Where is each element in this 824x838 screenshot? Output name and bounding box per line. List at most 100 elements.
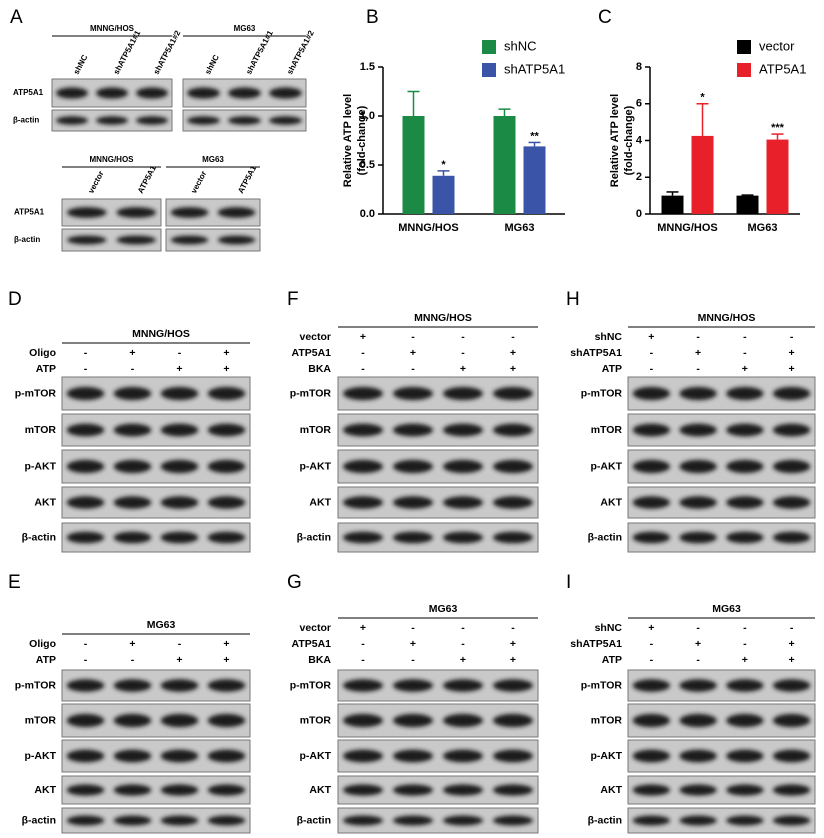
condition-label: ATP	[602, 654, 622, 666]
band	[113, 815, 152, 826]
condition-sign: +	[510, 347, 516, 359]
condition-label: ATP	[36, 654, 56, 666]
condition-sign: -	[84, 654, 88, 666]
condition-label: shATP5A1	[570, 347, 622, 359]
band	[443, 423, 483, 437]
band	[66, 423, 105, 437]
band	[726, 496, 764, 509]
row-label: mTOR	[300, 424, 332, 436]
row-label: β-actin	[588, 814, 622, 826]
band	[493, 713, 533, 728]
y-tick-label: 1.0	[360, 110, 375, 122]
band	[160, 531, 199, 544]
band	[443, 531, 483, 544]
condition-sign: -	[361, 638, 365, 650]
band	[632, 496, 671, 509]
condition-sign: +	[789, 654, 795, 666]
band	[136, 87, 168, 99]
band	[443, 749, 483, 763]
band	[66, 815, 105, 826]
band	[66, 531, 105, 544]
condition-label: shNC	[595, 331, 623, 343]
band	[343, 679, 383, 692]
band	[343, 815, 383, 826]
bar	[402, 116, 425, 214]
band	[679, 531, 717, 544]
band	[160, 784, 199, 796]
band	[393, 459, 433, 474]
band	[726, 386, 764, 401]
condition-sign: -	[650, 347, 654, 359]
row-label: p-AKT	[25, 460, 57, 472]
band	[343, 496, 383, 509]
band	[207, 459, 246, 474]
row-label: β-actin	[297, 814, 331, 826]
group-title: MNNG/HOS	[90, 155, 135, 164]
band	[393, 815, 433, 826]
band	[493, 423, 533, 437]
condition-sign: -	[461, 347, 465, 359]
band	[207, 531, 246, 544]
panel-letter: B	[366, 7, 379, 28]
condition-sign: +	[223, 363, 229, 375]
lane-label: shNC	[203, 53, 221, 76]
condition-label: ATP5A1	[292, 638, 332, 650]
band	[113, 459, 152, 474]
condition-sign: -	[84, 638, 88, 650]
row-label: mTOR	[591, 714, 623, 726]
condition-sign: -	[511, 622, 515, 634]
band	[726, 815, 764, 826]
condition-sign: -	[650, 363, 654, 375]
band	[228, 87, 261, 99]
band	[160, 815, 199, 826]
band	[116, 207, 157, 218]
band	[56, 116, 88, 125]
band	[66, 459, 105, 474]
condition-sign: -	[361, 347, 365, 359]
bar	[523, 146, 546, 214]
band	[772, 496, 811, 509]
condition-sign: -	[696, 622, 700, 634]
band	[443, 496, 483, 509]
band	[493, 784, 533, 796]
band	[772, 531, 811, 544]
band	[443, 784, 483, 796]
band	[393, 713, 433, 728]
row-label: p-mTOR	[290, 387, 332, 399]
lane-label: ATP5A1	[136, 164, 158, 195]
band	[393, 496, 433, 509]
band	[393, 679, 433, 692]
panel-letter: H	[566, 289, 580, 310]
band	[632, 531, 671, 544]
band	[726, 423, 764, 437]
band	[493, 815, 533, 826]
band	[679, 784, 717, 796]
band	[113, 749, 152, 763]
band	[170, 235, 209, 245]
panel-letter: D	[8, 289, 22, 310]
band	[632, 749, 671, 763]
band	[113, 679, 152, 692]
band	[343, 531, 383, 544]
condition-sign: -	[650, 638, 654, 650]
band	[207, 423, 246, 437]
condition-label: BKA	[308, 654, 331, 666]
row-label: β-actin	[588, 531, 622, 543]
condition-sign: -	[411, 622, 415, 634]
band	[393, 749, 433, 763]
y-axis-label: Relative ATP level	[342, 94, 354, 187]
condition-sign: +	[176, 654, 182, 666]
group-title: MG63	[202, 155, 224, 164]
significance: *	[441, 159, 446, 171]
condition-sign: -	[84, 363, 88, 375]
lane-label: shNC	[72, 53, 90, 76]
condition-sign: +	[460, 363, 466, 375]
legend-label: ATP5A1	[759, 61, 806, 76]
condition-sign: -	[178, 638, 182, 650]
condition-sign: +	[510, 363, 516, 375]
row-label: p-AKT	[25, 750, 57, 762]
band	[160, 386, 199, 401]
band	[66, 496, 105, 509]
condition-label: Oligo	[29, 347, 56, 359]
condition-sign: -	[790, 622, 794, 634]
